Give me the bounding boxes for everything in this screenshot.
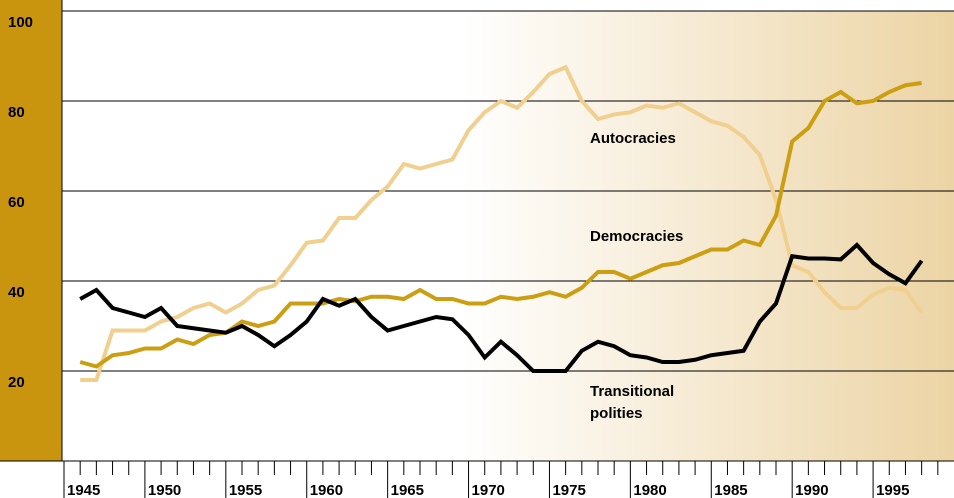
x-tick-label: 1960 xyxy=(310,482,343,498)
y-tick-label: 80 xyxy=(8,104,25,121)
y-tick-label: 60 xyxy=(8,194,25,211)
x-tick-label: 1975 xyxy=(552,482,585,498)
x-tick-label: 1970 xyxy=(472,482,505,498)
axis-band xyxy=(0,0,62,461)
x-tick-label: 1990 xyxy=(795,482,828,498)
series-line xyxy=(79,242,924,373)
x-tick-label: 1945 xyxy=(67,482,100,498)
x-tick-label: 1985 xyxy=(714,482,747,498)
x-tick-label: 1995 xyxy=(876,482,909,498)
y-tick-label: 40 xyxy=(8,284,25,301)
plot-bg xyxy=(62,11,954,461)
x-tick-label: 1980 xyxy=(633,482,666,498)
x-tick-label: 1965 xyxy=(391,482,424,498)
x-tick-label: 1955 xyxy=(229,482,262,498)
series-label: Democracies xyxy=(590,228,684,245)
y-tick-label: 20 xyxy=(8,374,25,391)
y-tick-label: 100 xyxy=(8,14,33,31)
x-tick-label: 1950 xyxy=(148,482,181,498)
series-label: Transitional polities xyxy=(590,383,675,422)
series-label: Autocracies xyxy=(590,130,676,147)
series-line xyxy=(80,64,924,382)
